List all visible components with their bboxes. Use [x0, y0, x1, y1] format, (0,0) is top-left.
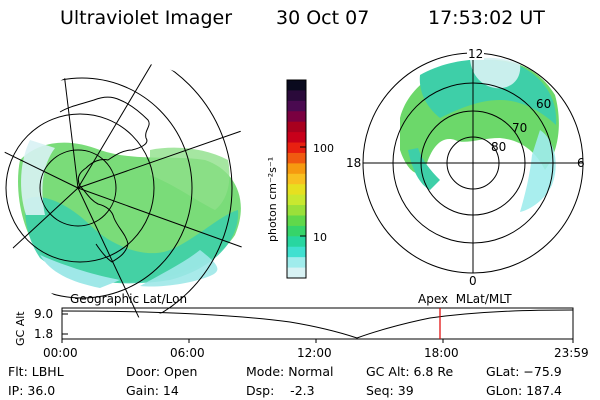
- altitude-plot: [61, 307, 574, 343]
- gc-alt-axis-title: GC Alt: [14, 311, 27, 346]
- time-tick-1800: 18:00: [424, 346, 459, 360]
- colorbar-segment: [287, 215, 306, 227]
- colorbar-segment: [287, 100, 306, 112]
- colorbar-segment: [287, 121, 306, 133]
- time-label: 17:53:02 UT: [428, 7, 545, 29]
- colorbar-tick-10: 10: [313, 231, 327, 244]
- colorbar-segment: [287, 90, 306, 102]
- time-tick-0000: 00:00: [43, 346, 78, 360]
- colorbar-unit-label: photon cm⁻²s⁻¹: [266, 156, 279, 242]
- colorbar-segment: [287, 246, 306, 258]
- alt-tick-9: 9.0: [34, 307, 54, 321]
- geographic-label: Geographic Lat/Lon: [70, 292, 188, 306]
- mlt-6-label: 6: [577, 156, 585, 170]
- lat-80-label: 80: [491, 140, 507, 154]
- colorbar: [286, 79, 307, 279]
- mlt-0-label: 0: [469, 274, 477, 288]
- instrument-title: Ultraviolet Imager: [60, 7, 233, 29]
- colorbar-segment: [287, 236, 306, 248]
- colorbar-segment: [287, 173, 306, 185]
- door-status: Door: Open: [126, 364, 198, 379]
- gc-alt-status: GC Alt: 6.8 Re: [366, 364, 454, 379]
- mlt-18-label: 18: [346, 156, 362, 170]
- seq-status: Seq: 39: [366, 383, 414, 398]
- colorbar-segment: [287, 152, 306, 164]
- time-tick-2359: 23:59: [554, 346, 589, 360]
- date-label: 30 Oct 07: [276, 7, 370, 29]
- colorbar-segment: [287, 111, 306, 123]
- colorbar-segment: [287, 267, 306, 279]
- lat-70-label: 70: [512, 121, 528, 135]
- glon-status: GLon: 187.4: [486, 383, 562, 398]
- colorbar-segment: [287, 205, 306, 216]
- time-tick-1200: 12:00: [297, 346, 332, 360]
- mlt-12-label: 12: [467, 47, 485, 61]
- colorbar-tick-100: 100: [313, 142, 334, 155]
- mode-status: Mode: Normal: [246, 364, 334, 379]
- colorbar-segment: [287, 163, 306, 175]
- colorbar-segment: [287, 132, 306, 144]
- colorbar-segment: [287, 142, 306, 154]
- colorbar-segment: [287, 225, 306, 237]
- lat-60-label: 60: [536, 97, 552, 111]
- colorbar-segment: [287, 80, 306, 91]
- filter-status: Flt: LBHL: [8, 364, 64, 379]
- colorbar-segment: [287, 257, 306, 269]
- geographic-image: [0, 62, 255, 318]
- apex-label: Apex MLat/MLT: [418, 292, 512, 306]
- alt-tick-1-8: 1.8: [34, 327, 54, 341]
- time-tick-0600: 06:00: [170, 346, 205, 360]
- glat-status: GLat: −75.9: [486, 364, 562, 379]
- colorbar-segment: [287, 184, 306, 196]
- ip-status: IP: 36.0: [8, 383, 56, 398]
- colorbar-segment: [287, 194, 306, 206]
- dsp-status: Dsp: -2.3: [246, 383, 315, 398]
- gain-status: Gain: 14: [126, 383, 179, 398]
- polar-image: [362, 52, 584, 274]
